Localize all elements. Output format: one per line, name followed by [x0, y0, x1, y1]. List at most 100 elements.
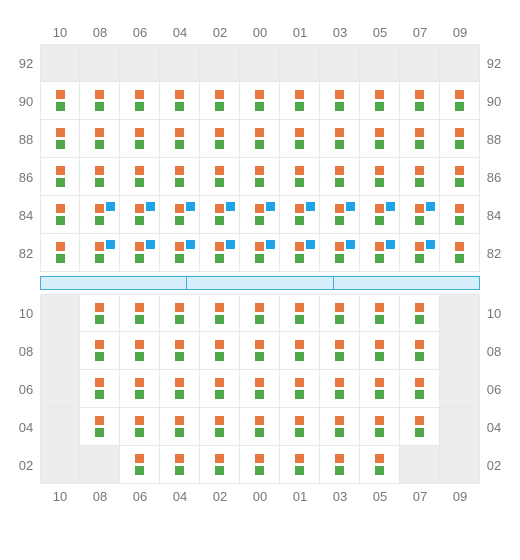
grid-cell[interactable]: [280, 82, 320, 120]
grid-cell[interactable]: [120, 120, 160, 158]
grid-cell[interactable]: [120, 408, 160, 446]
grid-cell[interactable]: [440, 234, 480, 272]
grid-cell[interactable]: [160, 196, 200, 234]
grid-cell[interactable]: [200, 44, 240, 82]
grid-cell[interactable]: [200, 234, 240, 272]
grid-cell[interactable]: [240, 120, 280, 158]
grid-cell[interactable]: [360, 120, 400, 158]
grid-cell[interactable]: [200, 82, 240, 120]
grid-cell[interactable]: [320, 408, 360, 446]
grid-cell[interactable]: [240, 234, 280, 272]
grid-cell[interactable]: [160, 294, 200, 332]
grid-cell[interactable]: [200, 332, 240, 370]
grid-cell[interactable]: [160, 82, 200, 120]
grid-cell[interactable]: [200, 196, 240, 234]
grid-cell[interactable]: [400, 234, 440, 272]
grid-cell[interactable]: [400, 446, 440, 484]
grid-cell[interactable]: [120, 294, 160, 332]
grid-cell[interactable]: [360, 44, 400, 82]
grid-cell[interactable]: [80, 196, 120, 234]
grid-cell[interactable]: [80, 158, 120, 196]
grid-cell[interactable]: [120, 196, 160, 234]
grid-cell[interactable]: [200, 120, 240, 158]
grid-cell[interactable]: [120, 158, 160, 196]
grid-cell[interactable]: [360, 446, 400, 484]
grid-cell[interactable]: [320, 120, 360, 158]
grid-cell[interactable]: [400, 332, 440, 370]
grid-cell[interactable]: [440, 370, 480, 408]
grid-cell[interactable]: [320, 158, 360, 196]
grid-cell[interactable]: [440, 44, 480, 82]
grid-cell[interactable]: [160, 234, 200, 272]
grid-cell[interactable]: [200, 408, 240, 446]
grid-cell[interactable]: [280, 446, 320, 484]
grid-cell[interactable]: [40, 370, 80, 408]
grid-cell[interactable]: [320, 44, 360, 82]
grid-cell[interactable]: [200, 158, 240, 196]
grid-cell[interactable]: [200, 370, 240, 408]
grid-cell[interactable]: [80, 82, 120, 120]
grid-cell[interactable]: [400, 294, 440, 332]
grid-cell[interactable]: [200, 294, 240, 332]
grid-cell[interactable]: [280, 332, 320, 370]
grid-cell[interactable]: [440, 446, 480, 484]
grid-cell[interactable]: [280, 294, 320, 332]
grid-cell[interactable]: [240, 158, 280, 196]
grid-cell[interactable]: [400, 196, 440, 234]
grid-cell[interactable]: [200, 446, 240, 484]
grid-cell[interactable]: [320, 332, 360, 370]
grid-cell[interactable]: [360, 294, 400, 332]
grid-cell[interactable]: [160, 44, 200, 82]
grid-cell[interactable]: [360, 332, 400, 370]
grid-cell[interactable]: [320, 196, 360, 234]
grid-cell[interactable]: [40, 234, 80, 272]
grid-cell[interactable]: [160, 446, 200, 484]
grid-cell[interactable]: [280, 370, 320, 408]
grid-cell[interactable]: [440, 408, 480, 446]
grid-cell[interactable]: [120, 446, 160, 484]
grid-cell[interactable]: [400, 158, 440, 196]
grid-cell[interactable]: [40, 332, 80, 370]
grid-cell[interactable]: [240, 370, 280, 408]
grid-cell[interactable]: [40, 44, 80, 82]
grid-cell[interactable]: [320, 234, 360, 272]
grid-cell[interactable]: [280, 234, 320, 272]
grid-cell[interactable]: [360, 82, 400, 120]
grid-cell[interactable]: [40, 158, 80, 196]
grid-cell[interactable]: [80, 370, 120, 408]
grid-cell[interactable]: [80, 120, 120, 158]
grid-cell[interactable]: [160, 408, 200, 446]
grid-cell[interactable]: [400, 120, 440, 158]
grid-cell[interactable]: [160, 370, 200, 408]
grid-cell[interactable]: [40, 294, 80, 332]
grid-cell[interactable]: [320, 370, 360, 408]
grid-cell[interactable]: [320, 82, 360, 120]
grid-cell[interactable]: [240, 82, 280, 120]
grid-cell[interactable]: [80, 446, 120, 484]
grid-cell[interactable]: [40, 446, 80, 484]
grid-cell[interactable]: [240, 332, 280, 370]
grid-cell[interactable]: [80, 294, 120, 332]
grid-cell[interactable]: [120, 234, 160, 272]
grid-cell[interactable]: [360, 234, 400, 272]
grid-cell[interactable]: [320, 446, 360, 484]
grid-cell[interactable]: [160, 332, 200, 370]
grid-cell[interactable]: [320, 294, 360, 332]
grid-cell[interactable]: [240, 294, 280, 332]
grid-cell[interactable]: [40, 120, 80, 158]
grid-cell[interactable]: [400, 408, 440, 446]
grid-cell[interactable]: [360, 370, 400, 408]
grid-cell[interactable]: [240, 196, 280, 234]
grid-cell[interactable]: [120, 370, 160, 408]
grid-cell[interactable]: [40, 408, 80, 446]
grid-cell[interactable]: [360, 408, 400, 446]
grid-cell[interactable]: [280, 44, 320, 82]
grid-cell[interactable]: [280, 196, 320, 234]
grid-cell[interactable]: [400, 370, 440, 408]
grid-cell[interactable]: [440, 332, 480, 370]
grid-cell[interactable]: [160, 120, 200, 158]
grid-cell[interactable]: [400, 82, 440, 120]
grid-cell[interactable]: [240, 408, 280, 446]
grid-cell[interactable]: [120, 44, 160, 82]
grid-cell[interactable]: [280, 120, 320, 158]
